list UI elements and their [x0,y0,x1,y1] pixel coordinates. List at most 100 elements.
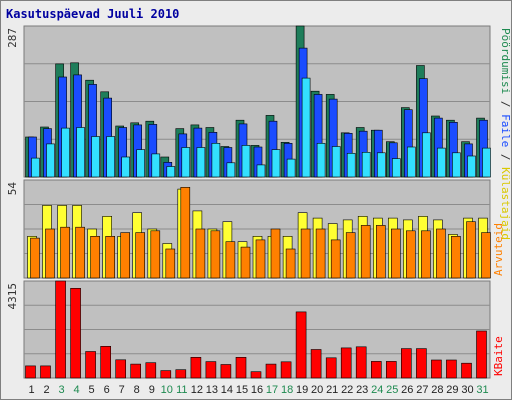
bar-top-2-27 [422,132,431,178]
day-label-27: 27 [416,384,428,396]
bar-middle-1-13 [210,230,221,279]
bar-middle-1-8 [135,232,145,279]
bar-top-2-24 [376,152,386,178]
day-label-17: 17 [266,384,278,396]
day-label-1: 1 [28,384,34,396]
day-label-18: 18 [281,384,293,396]
day-label-8: 8 [134,384,140,396]
bar-bottom-0-19 [295,311,307,379]
side-label-bottom: KBaite [492,336,505,376]
bar-bottom-0-17 [265,363,277,379]
bar-middle-1-2 [45,228,55,279]
bar-bottom-0-5 [85,351,96,379]
side-label-middle: Arvuteid [492,223,505,276]
bar-bottom-0-4 [70,287,81,379]
bar-top-2-30 [467,155,476,178]
bar-bottom-0-27 [416,348,427,379]
bar-middle-1-11 [180,187,191,279]
day-label-31: 31 [476,384,488,396]
bar-middle-1-14 [225,241,236,279]
bar-bottom-0-9 [145,362,157,379]
bar-middle-1-21 [330,239,341,279]
max-label-bottom: 4315 [6,283,19,310]
bar-top-2-22 [346,153,356,178]
bar-bottom-0-23 [355,346,367,379]
bar-middle-1-28 [436,228,446,279]
bar-middle-1-29 [451,236,461,279]
bar-bottom-0-28 [431,359,442,379]
bar-bottom-0-16 [250,371,262,379]
bar-top-2-13 [211,143,221,178]
bar-bottom-0-29 [446,359,457,379]
bar-bottom-0-26 [400,348,412,379]
bar-bottom-0-20 [310,349,322,379]
bar-bottom-0-7 [115,359,126,379]
bar-top-2-28 [437,147,446,178]
day-label-29: 29 [446,384,458,396]
bar-top-2-12 [196,147,206,178]
bar-top-2-17 [271,149,281,178]
bar-bottom-0-21 [325,357,337,379]
side-label-bottom-0: KBaite [492,336,505,376]
bar-middle-1-5 [90,236,100,279]
bar-bottom-0-8 [130,363,141,379]
side-label-top-2: Külastajaid [499,167,512,240]
bar-bottom-0-12 [190,356,202,379]
side-label-separator: / [499,147,512,167]
day-label-10: 10 [161,384,173,396]
bar-middle-1-17 [270,228,281,279]
bar-bottom-0-15 [235,356,247,379]
bar-bottom-0-13 [205,361,217,379]
bar-top-2-4 [76,127,85,178]
day-label-5: 5 [89,384,95,396]
day-label-21: 21 [326,384,338,396]
bar-middle-1-18 [285,248,296,279]
bar-middle-1-9 [150,230,161,279]
bar-top-2-14 [226,162,236,178]
bar-middle-1-4 [75,226,85,279]
bar-middle-1-19 [300,228,311,279]
day-label-23: 23 [356,384,368,396]
bar-bottom-0-18 [280,361,292,379]
bar-middle-1-20 [315,228,326,279]
bar-bottom-0-25 [385,361,397,379]
bar-top-2-19 [301,77,311,178]
bar-bottom-0-1 [25,365,36,379]
bar-middle-1-7 [120,232,130,279]
bar-middle-1-15 [240,246,251,279]
day-label-20: 20 [311,384,323,396]
day-label-16: 16 [251,384,263,396]
bar-top-2-29 [452,152,461,178]
side-label-top-1: Faile [499,114,512,147]
bar-middle-1-25 [390,228,401,279]
bar-middle-1-10 [165,248,176,279]
bar-middle-1-30 [466,221,476,279]
bar-middle-1-16 [255,239,266,279]
bar-middle-1-31 [481,232,491,279]
day-label-22: 22 [341,384,353,396]
bar-top-2-10 [166,166,176,178]
day-label-9: 9 [149,384,155,396]
day-label-25: 25 [386,384,398,396]
bar-top-2-1 [31,157,40,178]
bar-bottom-0-11 [175,369,187,379]
day-label-13: 13 [206,384,218,396]
bar-top-2-26 [406,146,416,178]
bar-top-2-5 [91,136,100,178]
day-label-19: 19 [296,384,308,396]
day-label-2: 2 [43,384,49,396]
bar-top-2-23 [361,152,371,178]
bar-middle-1-3 [60,226,70,279]
max-label-top: 287 [6,28,19,48]
side-label-top-0: Pöördumisi [499,28,512,94]
bar-middle-1-1 [30,237,40,279]
bar-bottom-0-2 [40,365,51,379]
max-label-middle: 54 [6,182,19,196]
bar-top-2-8 [136,149,145,178]
day-label-12: 12 [191,384,203,396]
bar-middle-1-24 [375,225,386,279]
bar-top-2-25 [391,158,401,178]
bar-bottom-0-3 [55,280,66,379]
bar-top-2-6 [106,136,115,178]
